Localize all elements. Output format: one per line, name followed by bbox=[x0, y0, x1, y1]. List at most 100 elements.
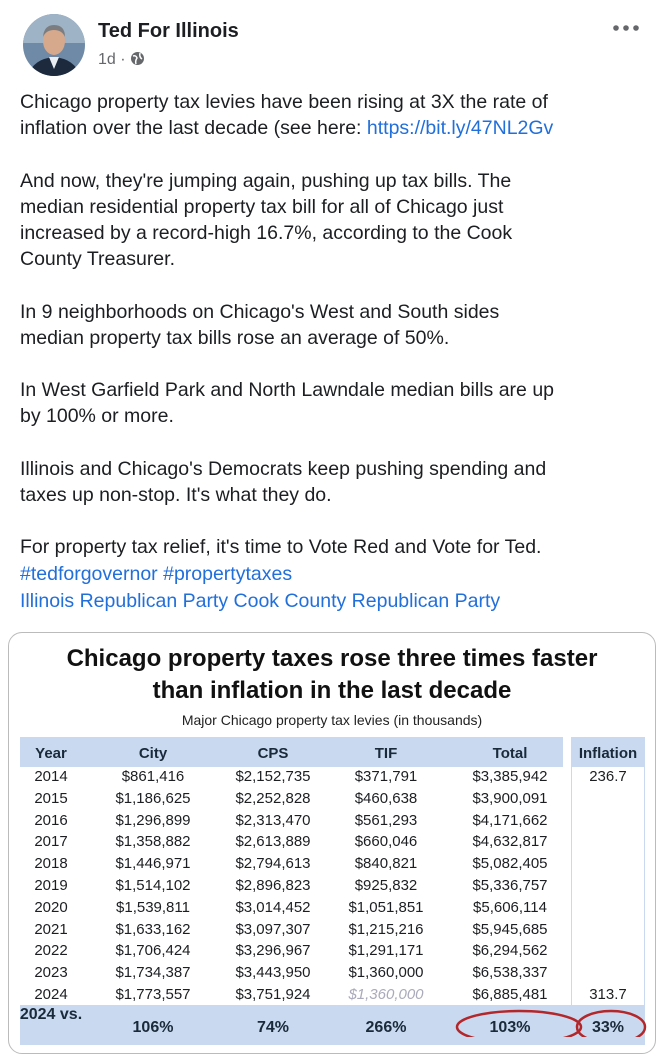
table-title: than inflation in the last decade bbox=[152, 677, 512, 704]
author-name[interactable]: Ted For Illinois bbox=[98, 20, 239, 42]
text-line: median property tax bills rose an averag… bbox=[20, 326, 450, 349]
table-cell: $1,360,000 bbox=[348, 986, 424, 1003]
hashtags: #tedforgovernor #propertytaxes bbox=[20, 563, 292, 586]
header-band bbox=[20, 737, 563, 767]
table-cell: $1,446,971 bbox=[115, 855, 191, 873]
text-line: median residential property tax bill for… bbox=[20, 195, 504, 218]
table-cell: $460,638 bbox=[354, 789, 418, 807]
table-cell: $2,896,823 bbox=[235, 877, 311, 894]
inflation-column bbox=[571, 767, 645, 1007]
table-cell: $1,360,000 bbox=[348, 964, 424, 982]
table-cell: $1,706,424 bbox=[115, 942, 191, 960]
text-line: For property tax relief, it's time to Vo… bbox=[20, 536, 542, 559]
table-cell: $3,900,091 bbox=[472, 789, 548, 807]
table-cell: $4,171,662 bbox=[472, 811, 548, 829]
table-cell: $1,773,557 bbox=[115, 986, 191, 1003]
table-cell: $3,385,942 bbox=[472, 768, 548, 785]
column-header: Total bbox=[492, 745, 528, 762]
separator: · bbox=[120, 51, 126, 68]
table-image[interactable]: Chicago property taxes rose three times … bbox=[8, 632, 656, 1054]
table-cell: 2020 bbox=[34, 898, 68, 916]
post-time[interactable]: 1d · bbox=[98, 51, 145, 69]
table-cell: $3,014,452 bbox=[235, 898, 311, 916]
table-cell: $561,293 bbox=[354, 811, 418, 829]
table-cell: 2015 bbox=[34, 789, 68, 807]
table-cell: $5,336,757 bbox=[472, 877, 548, 894]
hashtag[interactable]: #tedforgovernor bbox=[20, 562, 158, 585]
text-line: by 100% or more. bbox=[20, 405, 174, 428]
table-cell: $1,291,171 bbox=[348, 942, 424, 960]
table-cell: $6,538,337 bbox=[472, 964, 548, 982]
summary-cell: 106% bbox=[132, 1019, 174, 1036]
table-cell: 2014 bbox=[34, 768, 68, 785]
avatar[interactable] bbox=[22, 13, 86, 77]
table-cell: 2017 bbox=[34, 833, 68, 851]
table-cell: $1,186,625 bbox=[115, 789, 191, 807]
table-cell: $5,606,114 bbox=[473, 898, 547, 916]
summary-cell: 266% bbox=[365, 1019, 407, 1036]
table-cell: $1,514,102 bbox=[115, 877, 191, 894]
text-line: inflation over the last decade (see here… bbox=[20, 117, 553, 140]
table-cell: $371,791 bbox=[354, 768, 418, 785]
table-cell: $5,082,405 bbox=[472, 855, 548, 873]
table-cell: $1,296,899 bbox=[115, 811, 191, 829]
column-header: Inflation bbox=[578, 745, 638, 762]
globe-icon bbox=[131, 52, 145, 65]
table-cell: $1,633,162 bbox=[115, 920, 191, 938]
table-cell: $1,539,811 bbox=[116, 898, 190, 916]
hashtag[interactable]: #propertytaxes bbox=[163, 562, 293, 585]
summary-cell: 2024 vs. bbox=[19, 1006, 83, 1023]
table-cell: $3,097,307 bbox=[235, 920, 311, 938]
table-cell: 313.7 bbox=[589, 986, 627, 1003]
column-header: City bbox=[138, 745, 168, 762]
table-cell: 2016 bbox=[34, 811, 68, 829]
table-cell: $2,613,889 bbox=[235, 833, 311, 851]
text-line: In 9 neighborhoods on Chicago's West and… bbox=[20, 300, 500, 323]
summary-cell: 74% bbox=[256, 1019, 290, 1036]
table-cell: $1,051,851 bbox=[348, 898, 424, 916]
table-cell: 2018 bbox=[34, 855, 68, 873]
tag[interactable]: Illinois Republican Party bbox=[20, 589, 229, 612]
table-cell: 2021 bbox=[34, 920, 68, 938]
text-line: taxes up non-stop. It's what they do. bbox=[20, 484, 332, 506]
highlight-circles bbox=[455, 1009, 647, 1037]
text-line: Illinois and Chicago's Democrats keep pu… bbox=[20, 457, 547, 480]
table-cell: 2023 bbox=[34, 964, 68, 982]
table-cell: $6,885,481 bbox=[472, 986, 548, 1003]
text-line: County Treasurer. bbox=[20, 248, 175, 271]
text-line: Chicago property tax levies have been ri… bbox=[20, 91, 548, 113]
table-cell: $1,215,216 bbox=[348, 920, 424, 938]
table-cell: $2,252,828 bbox=[235, 789, 311, 807]
table-cell: $6,294,562 bbox=[472, 942, 548, 960]
table-cell: $660,046 bbox=[354, 833, 418, 851]
text: inflation over the last decade (see here… bbox=[20, 117, 367, 140]
text-line: increased by a record-high 16.7%, accord… bbox=[20, 222, 513, 244]
table-title: Chicago property taxes rose three times … bbox=[66, 645, 598, 672]
table-cell: 2019 bbox=[34, 877, 68, 894]
table-cell: $1,734,387 bbox=[115, 964, 191, 982]
table-cell: $5,945,685 bbox=[472, 920, 548, 938]
table-cell: $1,358,882 bbox=[115, 833, 191, 851]
column-header: Year bbox=[35, 745, 67, 762]
table-cell: $861,416 bbox=[121, 768, 185, 785]
tags: Illinois Republican Party Cook County Re… bbox=[20, 590, 500, 613]
header-band bbox=[571, 737, 645, 767]
table-cell: $2,152,735 bbox=[235, 768, 311, 785]
more-options[interactable] bbox=[612, 24, 640, 32]
table-cell: 2024 bbox=[34, 986, 68, 1003]
table-cell: 236.7 bbox=[589, 768, 627, 785]
table-cell: $2,313,470 bbox=[235, 811, 311, 829]
link[interactable]: https://bit.ly/47NL2Gv bbox=[366, 117, 554, 140]
table-cell: $2,794,613 bbox=[235, 855, 311, 873]
time[interactable]: 1d bbox=[98, 51, 116, 68]
page: Ted For Illinois 1d · Chicago property t… bbox=[8, 13, 656, 1054]
table-subtitle: Major Chicago property tax levies (in th… bbox=[181, 712, 483, 728]
table-cell: 2022 bbox=[34, 942, 68, 960]
table-cell: $4,632,817 bbox=[472, 833, 548, 851]
column-header: CPS bbox=[257, 745, 289, 762]
table-cell: $925,832 bbox=[354, 877, 418, 894]
tag[interactable]: Cook County Republican Party bbox=[233, 589, 501, 612]
table-cell: $3,751,924 bbox=[235, 986, 311, 1003]
text-line: And now, they're jumping again, pushing … bbox=[20, 169, 512, 192]
column-header: TIF bbox=[374, 745, 398, 762]
